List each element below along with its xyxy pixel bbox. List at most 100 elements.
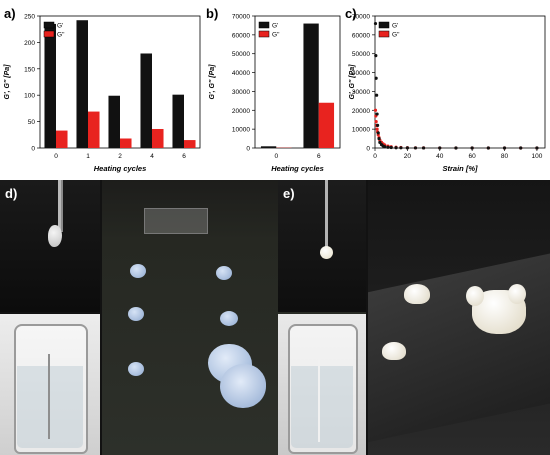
y-tick-label: 70000 — [232, 14, 250, 21]
y-tick-label: 250 — [24, 14, 35, 21]
y-tick-label: 60000 — [352, 32, 370, 39]
y-tick-label: 60000 — [232, 32, 250, 39]
y-tick-label: 50 — [28, 119, 36, 126]
y-axis-label: G', G'' [Pa] — [349, 64, 356, 100]
y-tick-label: 30000 — [352, 89, 370, 96]
point-g-prime — [378, 140, 382, 144]
x-axis-label: Heating cycles — [271, 164, 324, 173]
tweezers — [325, 180, 328, 250]
point-g-prime — [421, 146, 426, 150]
bar-g-prime — [303, 23, 319, 149]
x-tick-label: 4 — [150, 153, 154, 160]
white-gel-drop — [382, 342, 406, 360]
white-gel-shape — [466, 286, 484, 306]
x-tick-label: 0 — [373, 153, 377, 160]
x-tick-label: 0 — [54, 153, 58, 160]
bar-g-prime — [172, 94, 184, 148]
gel-thread — [48, 354, 50, 439]
legend-label: G'' — [272, 32, 280, 39]
blue-gel-blob-large — [220, 364, 266, 408]
x-tick-label: 2 — [118, 153, 122, 160]
y-tick-label: 100 — [24, 93, 35, 100]
legend-swatch — [378, 30, 390, 38]
bar-g-double-prime — [88, 111, 100, 148]
photo-strip: d) e) — [0, 180, 550, 455]
bar-g-double-prime — [120, 138, 132, 148]
point-g-double-prime — [375, 127, 379, 131]
y-tick-label: 40000 — [232, 70, 250, 77]
point-g-prime — [386, 145, 390, 149]
chart-a-heating-cycles: 0 50 100 150 200 250 0 1 2 4 6 Heating cycles G', G'… — [4, 14, 201, 173]
chart-c-strain-sweep: 0 10000 20000 30000 40000 50000 60000 70000 0 20 4… — [349, 14, 546, 173]
vial-glass — [288, 324, 358, 454]
blue-gel-drop — [128, 307, 144, 321]
point-g-prime — [375, 93, 379, 97]
photo-e-vial — [278, 314, 366, 455]
x-tick-label: 100 — [531, 153, 542, 160]
y-tick-label: 70000 — [352, 14, 370, 21]
y-tick-label: 150 — [24, 66, 35, 73]
photo-d-droplet-on-tweezers — [0, 180, 100, 312]
x-tick-label: 6 — [182, 153, 186, 160]
bar-g-prime — [108, 95, 120, 148]
white-gel-drop — [404, 284, 430, 304]
legend-label: G' — [57, 23, 63, 30]
point-g-prime — [399, 146, 403, 150]
bar-g-double-prime — [184, 140, 196, 148]
y-tick-label: 10000 — [232, 127, 250, 134]
vial-glass — [14, 324, 88, 454]
bar-g-prime — [140, 53, 152, 148]
legend-swatch — [43, 30, 55, 38]
x-tick-label: 80 — [501, 153, 509, 160]
point-g-prime — [373, 21, 378, 26]
y-tick-label: 10000 — [352, 127, 370, 134]
point-g-prime — [375, 112, 379, 116]
bar-g-double-prime — [56, 130, 68, 148]
point-g-prime — [383, 145, 387, 149]
legend-swatch — [43, 21, 55, 29]
point-g-prime — [377, 136, 381, 141]
point-g-prime — [470, 146, 474, 150]
legend-swatch — [378, 21, 390, 29]
bar-g-double-prime — [152, 128, 164, 148]
white-gel-shape — [508, 284, 526, 304]
tweezers — [58, 180, 61, 236]
y-tick-label: 20000 — [352, 108, 370, 115]
panel-label-e: e) — [283, 186, 295, 201]
legend-label: G' — [392, 23, 398, 30]
y-tick-label: 0 — [246, 146, 250, 153]
legend-label: G' — [272, 23, 278, 30]
point-g-prime — [374, 54, 378, 58]
x-tick-label: 40 — [436, 153, 444, 160]
point-g-prime — [376, 131, 380, 135]
photo-d-vial — [0, 314, 100, 455]
vial-liquid — [291, 366, 353, 448]
legend-swatch — [258, 30, 270, 38]
chart-b-heating-cycles: 0 10000 20000 30000 40000 50000 60000 70000 0 6 He… — [209, 14, 341, 173]
bar-g-double-prime — [318, 102, 335, 148]
panel-label-d: d) — [5, 186, 18, 201]
blue-gel-drop — [220, 311, 238, 326]
point-g-prime — [502, 146, 507, 150]
x-tick-label: 6 — [317, 153, 321, 160]
point-g-prime — [389, 145, 393, 150]
white-gel-droplet — [320, 246, 333, 259]
panel-label-b: b) — [206, 6, 219, 21]
point-g-prime — [374, 76, 378, 80]
blue-gel-drop — [128, 362, 144, 376]
vial-liquid — [17, 366, 83, 448]
point-g-prime — [438, 146, 442, 150]
y-axis-label: G', G'' [Pa] — [4, 64, 11, 100]
point-g-prime — [413, 146, 418, 150]
photo-e-droplet-on-tweezers — [278, 180, 366, 312]
x-tick-label: 20 — [404, 153, 412, 160]
blue-gel-drop — [216, 266, 232, 280]
y-axis-label: G', G'' [Pa] — [209, 64, 216, 100]
point-g-prime — [394, 146, 398, 150]
y-tick-label: 30000 — [232, 89, 250, 96]
y-tick-label: 200 — [24, 40, 35, 47]
y-tick-label: 0 — [366, 146, 370, 153]
point-g-prime — [519, 146, 523, 150]
x-tick-label: 1 — [86, 153, 90, 160]
point-g-prime — [405, 146, 409, 150]
